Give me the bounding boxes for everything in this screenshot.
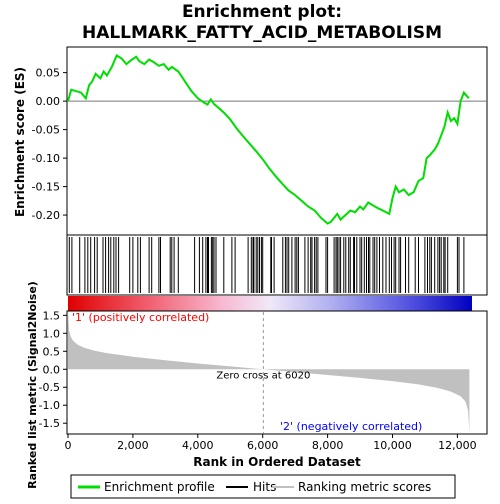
- rank-x-tick-label: 12,000: [438, 439, 477, 452]
- legend-box: [70, 474, 456, 499]
- rank-x-axis-label: Rank in Ordered Dataset: [193, 455, 361, 469]
- hits-panel-frame: [66, 234, 488, 296]
- rank-y-tick-label: 1.5: [43, 309, 61, 322]
- es-y-tick-label: -0.20: [32, 209, 60, 222]
- rank-y-tick-label: -1.0: [39, 399, 60, 412]
- rank-x-tick-label: 2,000: [117, 439, 149, 452]
- ranking-metric-area: [68, 311, 470, 433]
- rank-y-tick-label: -0.5: [39, 381, 60, 394]
- es-y-tick-label: -0.15: [32, 181, 60, 194]
- enrichment-profile-line: [67, 54, 470, 225]
- es-y-tick-label: 0.00: [36, 95, 61, 108]
- es-panel-frame: [66, 46, 488, 236]
- rank-x-tick-label: 0: [65, 439, 72, 452]
- es-y-axis-label: Enrichment score (ES): [13, 67, 27, 217]
- zero-cross-label: Zero cross at 6020: [216, 370, 310, 381]
- legend-hits-label: Hits: [253, 480, 276, 494]
- rank-x-tick-label: 4,000: [182, 439, 214, 452]
- es-y-tick-label: -0.10: [32, 152, 60, 165]
- rank-y-tick-label: 0.5: [43, 345, 61, 358]
- legend-enrichment-label: Enrichment profile: [104, 480, 215, 494]
- rank-y-tick-label: 1.0: [43, 327, 61, 340]
- chart-title-line1: Enrichment plot:: [182, 2, 342, 22]
- es-y-tick-label: -0.05: [32, 124, 60, 137]
- rank-gradient-bar: [68, 296, 472, 311]
- rank-y-tick-label: -1.5: [39, 417, 60, 430]
- chart-title-line2: HALLMARK_FATTY_ACID_METABOLISM: [82, 23, 442, 43]
- rank-y-tick-label: 0.0: [43, 363, 61, 376]
- rank-x-tick-label: 6,000: [247, 439, 279, 452]
- rank-y-axis-label: Ranked list metric (Signal2Noise): [26, 281, 39, 489]
- negative-correlation-label: '2' (negatively correlated): [280, 420, 422, 433]
- rank-x-tick-label: 10,000: [373, 439, 412, 452]
- legend-ranking-label: Ranking metric scores: [298, 480, 431, 494]
- positive-correlation-label: '1' (positively correlated): [72, 311, 209, 324]
- rank-x-tick-label: 8,000: [312, 439, 344, 452]
- es-y-tick-label: 0.05: [36, 67, 61, 80]
